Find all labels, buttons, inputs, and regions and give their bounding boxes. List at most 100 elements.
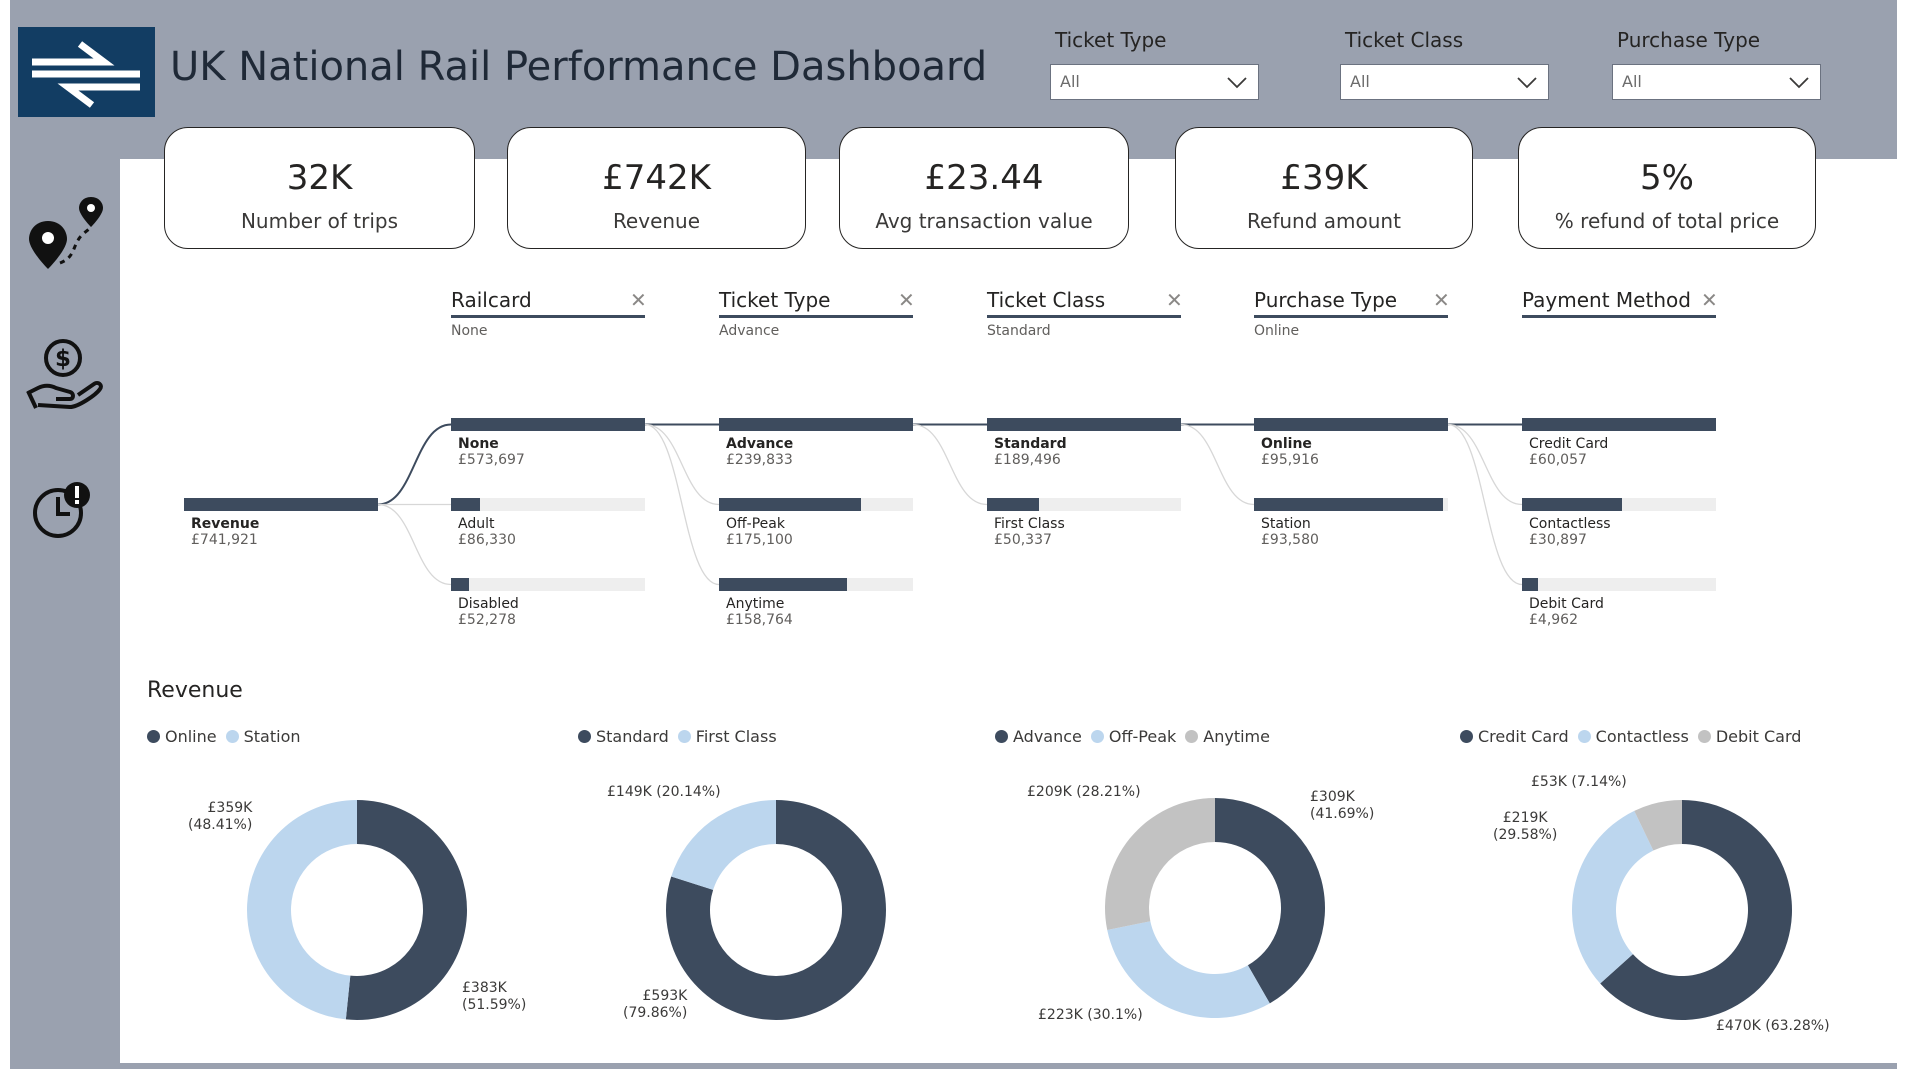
kpi-label: Number of trips: [240, 209, 399, 233]
legend-item[interactable]: Station: [225, 727, 301, 746]
sidebar-item-revenue[interactable]: $: [26, 333, 106, 413]
node-bar: [1522, 578, 1716, 591]
filter-label-ticket-type: Ticket Type: [1055, 28, 1167, 52]
close-icon[interactable]: ✕: [630, 288, 647, 312]
tree-connector: [644, 423, 720, 506]
kpi-label: Revenue: [612, 209, 701, 233]
legend-item[interactable]: Off-Peak: [1090, 727, 1177, 746]
legend-item[interactable]: Debit Card: [1697, 727, 1802, 746]
node-label: Debit Card: [1529, 596, 1604, 612]
tree-node[interactable]: Station £93,580: [1254, 498, 1448, 548]
node-bar-fill: [1254, 418, 1448, 431]
tree-connector: [1447, 423, 1523, 506]
level-header-purchase-type[interactable]: Purchase Type: [1254, 288, 1398, 312]
sidebar-item-journeys[interactable]: [24, 195, 109, 275]
node-bar: [1522, 498, 1716, 511]
donut-slice-first-class[interactable]: [671, 800, 776, 890]
tree-node[interactable]: Disabled £52,278: [451, 578, 645, 628]
purchase-type-dropdown[interactable]: All: [1612, 64, 1821, 100]
node-label: Online: [1261, 436, 1312, 452]
tree-node[interactable]: Off-Peak £175,100: [719, 498, 913, 548]
page-edge-right: [1897, 0, 1909, 1069]
donut-slice-credit-card[interactable]: [1600, 800, 1792, 1020]
level-header-ticket-type[interactable]: Ticket Type: [719, 288, 831, 312]
node-value: £175,100: [726, 532, 793, 548]
node-bar: [719, 418, 913, 431]
tree-node[interactable]: Adult £86,330: [451, 498, 645, 548]
tree-node[interactable]: Advance £239,833: [719, 418, 913, 468]
node-bar: [987, 498, 1181, 511]
legend-swatch: [995, 730, 1008, 743]
tree-node[interactable]: Debit Card £4,962: [1522, 578, 1716, 628]
clock-alert-icon: [33, 482, 90, 538]
donut-slice-station[interactable]: [246, 800, 357, 1020]
donut-slice-standard[interactable]: [666, 800, 886, 1020]
data-label: £309K (41.69%): [1310, 789, 1375, 822]
level-header-railcard[interactable]: Railcard: [451, 288, 532, 312]
chart-legend: Advance Off-Peak Anytime: [995, 727, 1279, 746]
kpi-value: £23.44: [924, 158, 1044, 198]
ticket-class-dropdown[interactable]: All: [1340, 64, 1549, 100]
node-label: Standard: [994, 436, 1067, 452]
page-title: UK National Rail Performance Dashboard: [170, 44, 988, 90]
node-label: Anytime: [726, 596, 785, 612]
legend-label: Advance: [1013, 727, 1082, 746]
legend-item[interactable]: Standard: [578, 727, 669, 746]
decomposition-tree: Railcard ✕ None Ticket Type ✕ Advance Ti…: [130, 280, 1890, 640]
sidebar-item-delays[interactable]: [29, 480, 99, 540]
level-underline: [719, 315, 913, 318]
tree-node[interactable]: Standard £189,496: [987, 418, 1181, 468]
data-label: £593K (79.86%): [623, 988, 688, 1021]
donut-slice-contactless[interactable]: [1572, 810, 1654, 984]
legend-label: Off-Peak: [1108, 727, 1177, 746]
node-bar: [1254, 418, 1448, 431]
legend-label: Online: [165, 727, 217, 746]
close-icon[interactable]: ✕: [1701, 288, 1718, 312]
donut-slice-anytime[interactable]: [1105, 798, 1215, 931]
chart-legend: Standard First Class: [578, 727, 786, 746]
node-bar-fill: [719, 578, 848, 591]
donut-slice-advance[interactable]: [1215, 798, 1325, 1004]
tree-node[interactable]: None £573,697: [451, 418, 645, 468]
national-rail-double-arrow-icon: [18, 27, 155, 117]
tree-node-root[interactable]: Revenue £741,921: [184, 498, 378, 548]
legend-item[interactable]: Advance: [995, 727, 1082, 746]
ticket-type-dropdown[interactable]: All: [1050, 64, 1259, 100]
kpi-card-avg-transaction: £23.44 Avg transaction value: [839, 127, 1129, 249]
level-header-ticket-class[interactable]: Ticket Class: [987, 288, 1106, 312]
tree-node[interactable]: Contactless £30,897: [1522, 498, 1716, 548]
kpi-card-trips: 32K Number of trips: [164, 127, 475, 249]
legend-item[interactable]: Online: [147, 727, 217, 746]
node-bar-fill: [451, 498, 481, 511]
legend-item[interactable]: First Class: [677, 727, 777, 746]
node-value: £741,921: [191, 532, 258, 548]
kpi-value: 5%: [1640, 158, 1694, 198]
kpi-label: Avg transaction value: [875, 209, 1093, 233]
tree-node[interactable]: First Class £50,337: [987, 498, 1181, 548]
level-header-payment-method[interactable]: Payment Method: [1522, 288, 1691, 312]
donut-slice-online[interactable]: [345, 800, 467, 1020]
node-value: £52,278: [458, 612, 516, 628]
tree-node[interactable]: Credit Card £60,057: [1522, 418, 1716, 468]
close-icon[interactable]: ✕: [1433, 288, 1450, 312]
donut-slice-off-peak[interactable]: [1107, 921, 1270, 1018]
node-bar: [987, 418, 1181, 431]
node-label: Station: [1261, 516, 1311, 532]
node-bar: [451, 578, 645, 591]
legend-label: Debit Card: [1715, 727, 1802, 746]
legend-item[interactable]: Anytime: [1185, 727, 1270, 746]
tree-connector: [1180, 423, 1255, 506]
legend-item[interactable]: Credit Card: [1460, 727, 1569, 746]
tree-node[interactable]: Online £95,916: [1254, 418, 1448, 468]
legend-item[interactable]: Contactless: [1577, 727, 1689, 746]
dropdown-value: All: [1622, 72, 1642, 91]
legend-swatch: [1185, 730, 1199, 743]
donut-slice-debit-card[interactable]: [1634, 800, 1682, 851]
legend-swatch: [225, 730, 239, 743]
data-label: £383K (51.59%): [462, 980, 527, 1013]
close-icon[interactable]: ✕: [1166, 288, 1183, 312]
close-icon[interactable]: ✕: [898, 288, 915, 312]
data-label: £219K (29.58%): [1493, 810, 1558, 843]
legend-swatch: [578, 730, 591, 743]
tree-node[interactable]: Anytime £158,764: [719, 578, 913, 628]
